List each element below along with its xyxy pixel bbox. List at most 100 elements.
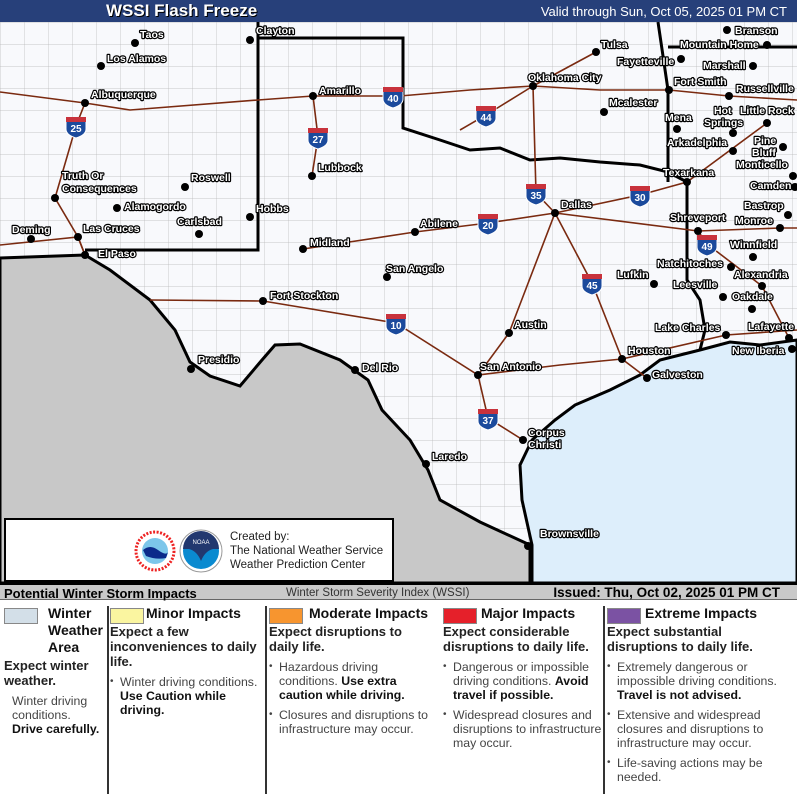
interstate-shield: 45 <box>581 274 603 296</box>
city-label: Christi <box>528 439 561 451</box>
city-dot <box>673 125 681 133</box>
city-marker: Pine <box>753 134 787 151</box>
city-label: Consequences <box>62 183 137 195</box>
city-marker: Mountain Home <box>679 38 771 52</box>
legend-item-text: Closures and disruptions to infrastructu… <box>279 708 429 736</box>
city-marker: Galveston <box>643 368 704 382</box>
city-dot <box>725 92 733 100</box>
city-label: Carlsbad <box>177 216 222 228</box>
city-marker: San Angelo <box>383 262 445 281</box>
interstate-shield: 44 <box>475 106 497 128</box>
city-marker: Leesville <box>672 278 727 301</box>
city-label: Natchitoches <box>657 258 723 270</box>
legend-item: Winter driving conditions. Drive careful… <box>4 694 104 736</box>
city-marker: Winnfield <box>729 238 778 261</box>
city-label: Bastrop <box>744 200 784 212</box>
city-label: Laredo <box>432 451 467 463</box>
interstate-number: 25 <box>70 124 82 135</box>
legend-item-text: Life-saving actions may be needed. <box>617 756 763 784</box>
city-label: Abilene <box>420 218 458 230</box>
legend-item-emphasis: Use extra caution while driving. <box>279 674 405 702</box>
city-dot <box>748 305 756 313</box>
city-marker: Deming <box>11 223 52 243</box>
city-label: Monticello <box>736 159 788 171</box>
city-dot <box>791 183 797 191</box>
legend-item-text: Extremely dangerous or impossible drivin… <box>617 660 777 688</box>
index-name: Winter Storm Severity Index (WSSI) <box>286 587 470 599</box>
impact-legend: Winter Weather Area Expect winter weather… <box>0 600 797 797</box>
city-label: New Iberia <box>732 345 785 357</box>
interstate-number: 10 <box>390 321 402 332</box>
legend-item-text: Dangerous or impossible driving conditio… <box>453 660 590 688</box>
city-label: Springs <box>704 117 743 129</box>
city-marker: Fort Stockton <box>259 289 339 305</box>
city-marker: Consequences <box>61 182 138 196</box>
city-marker: Del Rio <box>351 361 399 375</box>
city-dot <box>422 460 430 468</box>
city-label: Alexandria <box>734 269 788 281</box>
city-dot <box>788 345 796 353</box>
legend-title: Minor Impacts <box>146 605 241 621</box>
interstate-number: 45 <box>586 281 598 292</box>
city-dot <box>779 143 787 151</box>
city-dot <box>776 224 784 232</box>
city-dot <box>694 227 702 235</box>
city-marker: Los Alamos <box>97 52 167 70</box>
city-marker: Corpus <box>519 426 566 444</box>
legend-headline: Expect a few inconveniences to daily lif… <box>110 624 257 669</box>
city-dot <box>729 147 737 155</box>
interstate-number: 30 <box>634 193 646 204</box>
city-label: Oklahoma City <box>528 72 602 84</box>
city-marker: Lafayette <box>747 320 795 342</box>
city-dot <box>727 263 735 271</box>
legend-separator <box>265 606 267 794</box>
interstate-number: 27 <box>312 135 324 146</box>
legend-title: Moderate Impacts <box>309 605 429 621</box>
city-label: Monroe <box>735 215 773 227</box>
city-marker: Mena <box>664 111 693 133</box>
city-label: Leesville <box>673 279 718 291</box>
interstate-shield: 20 <box>477 214 499 236</box>
credit-line-2: The National Weather Service <box>230 545 384 557</box>
interstate-number: 35 <box>530 191 542 202</box>
city-marker: Christi <box>527 438 563 452</box>
city-dot <box>187 365 195 373</box>
city-marker: Lufkin <box>616 268 658 288</box>
legend-swatch <box>269 608 303 624</box>
legend-item-emphasis: Use Caution while driving. <box>120 689 226 717</box>
interstate-number: 44 <box>480 113 492 124</box>
city-label: Deming <box>12 224 51 236</box>
legend-item: Life-saving actions may be needed. <box>607 756 795 784</box>
city-dot <box>677 55 685 63</box>
legend-headline: Expect disruptions to daily life. <box>269 624 402 654</box>
city-marker: El Paso <box>81 247 137 261</box>
legend-item: Winter driving conditions. Use Caution w… <box>110 675 262 717</box>
city-dot <box>758 282 766 290</box>
city-label: Taos <box>140 29 164 41</box>
legend-item: Extensive and widespread closures and di… <box>607 708 795 750</box>
map-header: WSSI Flash Freeze Valid through Sun, Oct… <box>0 0 797 22</box>
legend-item: Widespread closures and disruptions to i… <box>443 708 603 750</box>
city-label: Lafayette <box>748 321 794 333</box>
city-label: Lufkin <box>617 269 649 281</box>
city-label: Galveston <box>652 369 703 381</box>
city-label: Roswell <box>191 172 231 184</box>
city-dot <box>763 119 771 127</box>
wssi-map[interactable]: 25 40 27 44 35 30 20 49 45 10 37 Taos Los Alamos Alb… <box>0 22 797 583</box>
city-marker: Russellville <box>725 82 795 100</box>
legend-item-emphasis: Avoid travel if possible. <box>453 674 589 702</box>
legend-item: Hazardous driving conditions. Use extra … <box>269 660 434 702</box>
city-label: Branson <box>735 25 778 37</box>
city-dot <box>113 204 121 212</box>
legend-headline: Expect winter weather. <box>4 658 89 688</box>
legend-separator <box>603 606 605 794</box>
city-marker: Branson <box>723 24 779 38</box>
city-marker: Laredo <box>422 450 468 468</box>
city-marker: Brownsville <box>524 527 600 550</box>
city-label: Presidio <box>198 354 239 366</box>
city-marker: Shreveport <box>669 211 727 235</box>
interstate-shield: 27 <box>307 128 329 150</box>
city-label: San Angelo <box>386 263 443 275</box>
city-label: Marshall <box>703 60 746 72</box>
city-marker: Midland <box>299 236 351 253</box>
